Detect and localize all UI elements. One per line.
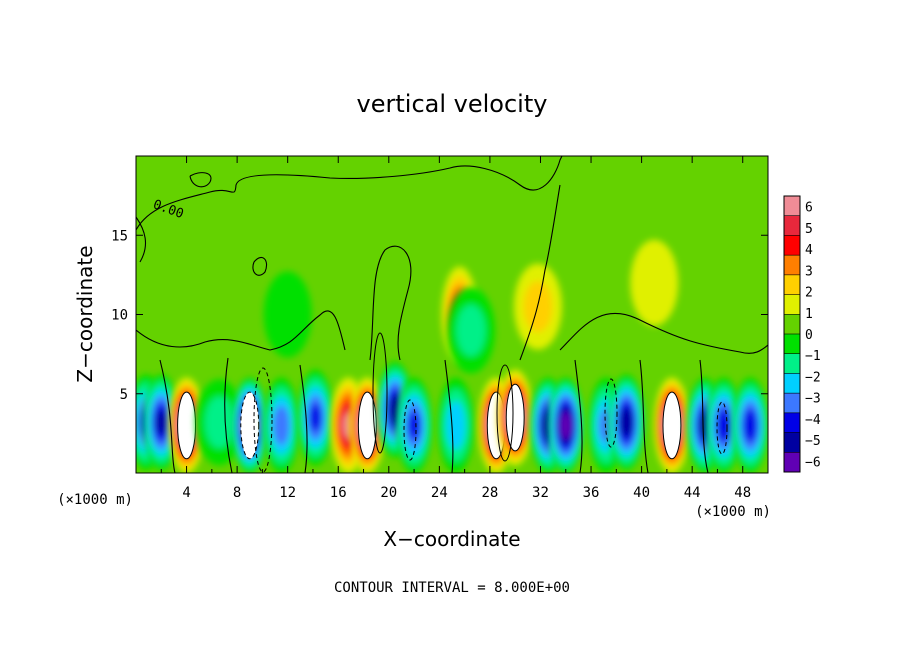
velocity-cells: [136, 239, 768, 473]
colorbar-tick-label-8: −2: [805, 370, 821, 385]
y-tick-label-0: 5: [120, 387, 128, 403]
x-axis: 4 8 12 16 20 24 28 32 36 40 44 48: [160, 156, 751, 501]
colorbar-bin-12: [784, 432, 800, 453]
colorbar-bin-10: [784, 393, 800, 414]
contour-zero-2: [369, 245, 412, 361]
chart-title: vertical velocity: [357, 90, 548, 118]
contour-8-cell-2: [177, 391, 197, 460]
y-axis: 5 10 15: [111, 228, 768, 403]
contour-loop-2: [604, 378, 618, 448]
colorbar-tick-label-1: 5: [805, 222, 813, 237]
x-tick-label-10: 44: [684, 485, 701, 501]
colorbar-bin-9: [784, 373, 800, 394]
x-tick-label-2: 12: [279, 485, 296, 501]
y-tick-label-2: 15: [111, 228, 128, 244]
colorbar-tick-label-2: 4: [805, 243, 813, 258]
colorbar-tick-label-7: −1: [805, 349, 821, 364]
plot-area: 0.00: [135, 155, 769, 474]
x-tick-label-0: 4: [182, 485, 190, 501]
colorbar-bin-4: [784, 274, 800, 296]
contour-zero-8: [444, 359, 454, 473]
contour-zero-1: [136, 310, 346, 351]
velocity-cell-21: [705, 377, 742, 473]
colorbar-bin-6: [784, 314, 800, 335]
x-unit-label-right: (×1000 m): [695, 504, 771, 520]
colorbar-bin-13: [784, 452, 800, 473]
velocity-cell-6: [297, 369, 334, 466]
contour-8-cell-19: [662, 391, 682, 460]
contour-interval-footer: CONTOUR INTERVAL = 8.000E+00: [334, 580, 570, 596]
x-axis-title: X−coordinate: [383, 527, 520, 551]
contour-8-cell-4: [240, 391, 260, 460]
velocity-cell-5: [263, 377, 300, 473]
contour-loop-0: [372, 332, 388, 454]
velocity-cell-22: [732, 377, 768, 473]
x-tick-label-9: 40: [633, 485, 650, 501]
contour-loop-5: [253, 367, 273, 473]
colorbar-tick-label-5: 1: [805, 307, 813, 322]
contour-zero-12: [252, 257, 268, 276]
velocity-cell-26: [630, 239, 679, 326]
contour-zero-7: [299, 364, 308, 473]
colorbar-tick-label-11: −5: [805, 434, 821, 449]
colorbar-tick-label-10: −4: [805, 413, 821, 428]
contour-zero-13: [189, 172, 212, 188]
x-tick-label-3: 16: [330, 485, 347, 501]
x-tick-label-4: 20: [380, 485, 397, 501]
colorbar-bin-11: [784, 412, 800, 434]
colorbar-tick-label-3: 3: [805, 264, 813, 279]
colorbar-tick-label-0: 6: [805, 201, 813, 216]
colorbar-bin-8: [784, 353, 800, 374]
contour-zero-5: [159, 359, 176, 473]
contour-zero-3: [519, 184, 561, 361]
contour-8-cell-8: [357, 391, 377, 460]
colorbar-bin-1: [784, 215, 800, 236]
contour-8-cell-14: [505, 383, 525, 452]
colorbar-tick-label-4: 2: [805, 286, 813, 301]
contour-zero-0: [136, 156, 563, 231]
colorbar-bin-5: [784, 294, 800, 315]
velocity-cell-23: [446, 287, 495, 374]
contour-zero-10: [639, 359, 649, 473]
contour-loop-4: [403, 399, 417, 461]
y-axis-title: Z−coordinate: [73, 245, 97, 382]
colorbar-bin-2: [784, 235, 800, 256]
contour-loop-3: [716, 401, 728, 455]
velocity-cell-16: [547, 377, 584, 473]
contour-zero-14: [136, 216, 147, 263]
contour-zero-11: [699, 359, 709, 473]
x-tick-label-5: 24: [431, 485, 448, 501]
colorbar: 6 5 4 3 2 1 0 −1 −2 −3 −4 −5 −6: [783, 195, 821, 473]
contour-lines: [136, 156, 768, 473]
velocity-cell-18: [608, 374, 645, 471]
velocity-cell-11: [437, 377, 474, 473]
velocity-cell-1: [143, 374, 180, 471]
y-tick-label-1: 10: [111, 308, 128, 324]
x-tick-label-6: 28: [481, 485, 498, 501]
colorbar-tick-label-6: 0: [805, 328, 813, 343]
x-tick-label-11: 48: [734, 485, 751, 501]
x-tick-label-1: 8: [233, 485, 241, 501]
contour-loop-1: [496, 364, 514, 462]
colorbar-bin-7: [784, 334, 800, 355]
colorbar-bin-3: [784, 255, 800, 276]
colorbar-tick-label-9: −3: [805, 392, 821, 407]
velocity-cell-25: [263, 271, 312, 358]
colorbar-bin-0: [784, 196, 800, 217]
x-tick-label-8: 36: [583, 485, 600, 501]
contour-zero-6: [224, 357, 233, 473]
contour-zero-4: [559, 313, 768, 354]
contour-zero-9: [574, 359, 583, 473]
colorbar-tick-label-12: −6: [805, 455, 821, 470]
x-unit-label-left: (×1000 m): [57, 492, 133, 508]
x-tick-label-7: 32: [532, 485, 549, 501]
velocity-cell-10: [396, 377, 433, 473]
